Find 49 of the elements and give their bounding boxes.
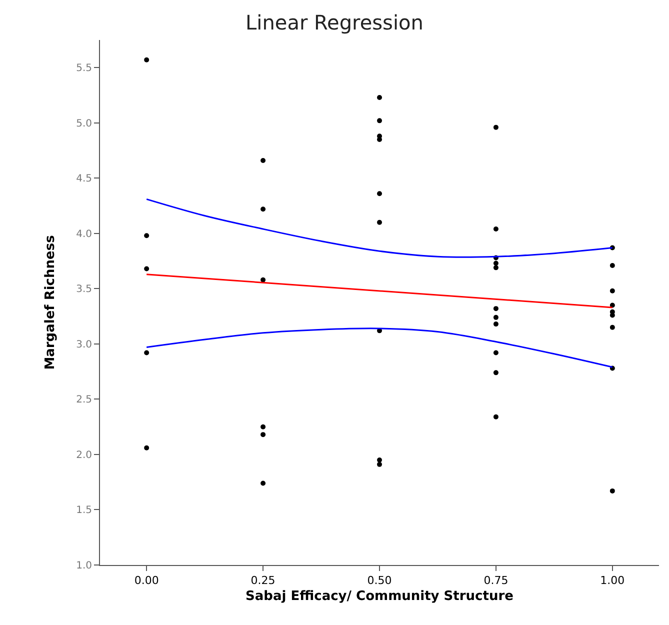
y-tick-label: 2.0 — [76, 450, 92, 461]
y-tick-label: 4.5 — [76, 174, 92, 185]
point — [493, 260, 498, 266]
point — [260, 158, 266, 163]
point — [260, 277, 266, 282]
point — [377, 458, 382, 462]
point — [610, 262, 615, 268]
point — [260, 432, 266, 438]
point — [493, 370, 498, 376]
point — [144, 233, 150, 238]
y-tick-label: 1.5 — [76, 505, 92, 516]
point — [493, 226, 498, 232]
y-tick-label: 3.5 — [76, 284, 92, 296]
y-tick-label: 2.5 — [76, 394, 92, 406]
point — [493, 314, 498, 320]
x-tick-label: 1.00 — [600, 574, 625, 588]
point — [377, 462, 382, 467]
chart-title: Linear Regression — [246, 10, 424, 35]
point — [260, 424, 266, 430]
point — [377, 191, 382, 196]
point — [493, 306, 498, 312]
point — [610, 288, 615, 294]
x-tick-label: 0.00 — [134, 574, 159, 588]
y-tick-label: 5.5 — [76, 63, 92, 74]
point — [144, 266, 150, 272]
point — [260, 480, 266, 486]
y-tick-label: 4.0 — [76, 228, 92, 240]
point — [610, 324, 615, 330]
point — [493, 414, 498, 420]
point — [144, 350, 150, 356]
point — [610, 488, 615, 494]
y-tick-label: 1.0 — [76, 560, 92, 572]
point — [493, 322, 498, 327]
point — [377, 118, 382, 124]
x-tick-label: 0.75 — [484, 574, 508, 588]
y-axis-title: Margalef Richness — [43, 234, 58, 370]
y-tick-label: 3.0 — [76, 339, 92, 350]
y-tick-label: 5.0 — [76, 118, 92, 130]
point — [493, 124, 498, 130]
point — [377, 220, 382, 225]
x-tick-label: 0.25 — [250, 574, 276, 588]
point — [260, 206, 266, 212]
point — [144, 445, 150, 450]
point — [144, 57, 150, 62]
point — [493, 350, 498, 356]
x-tick-label: 0.50 — [367, 574, 392, 588]
x-axis-title: Sabaj Efficacy/ Community Structure — [246, 588, 514, 604]
point — [493, 265, 498, 270]
point — [377, 94, 382, 100]
